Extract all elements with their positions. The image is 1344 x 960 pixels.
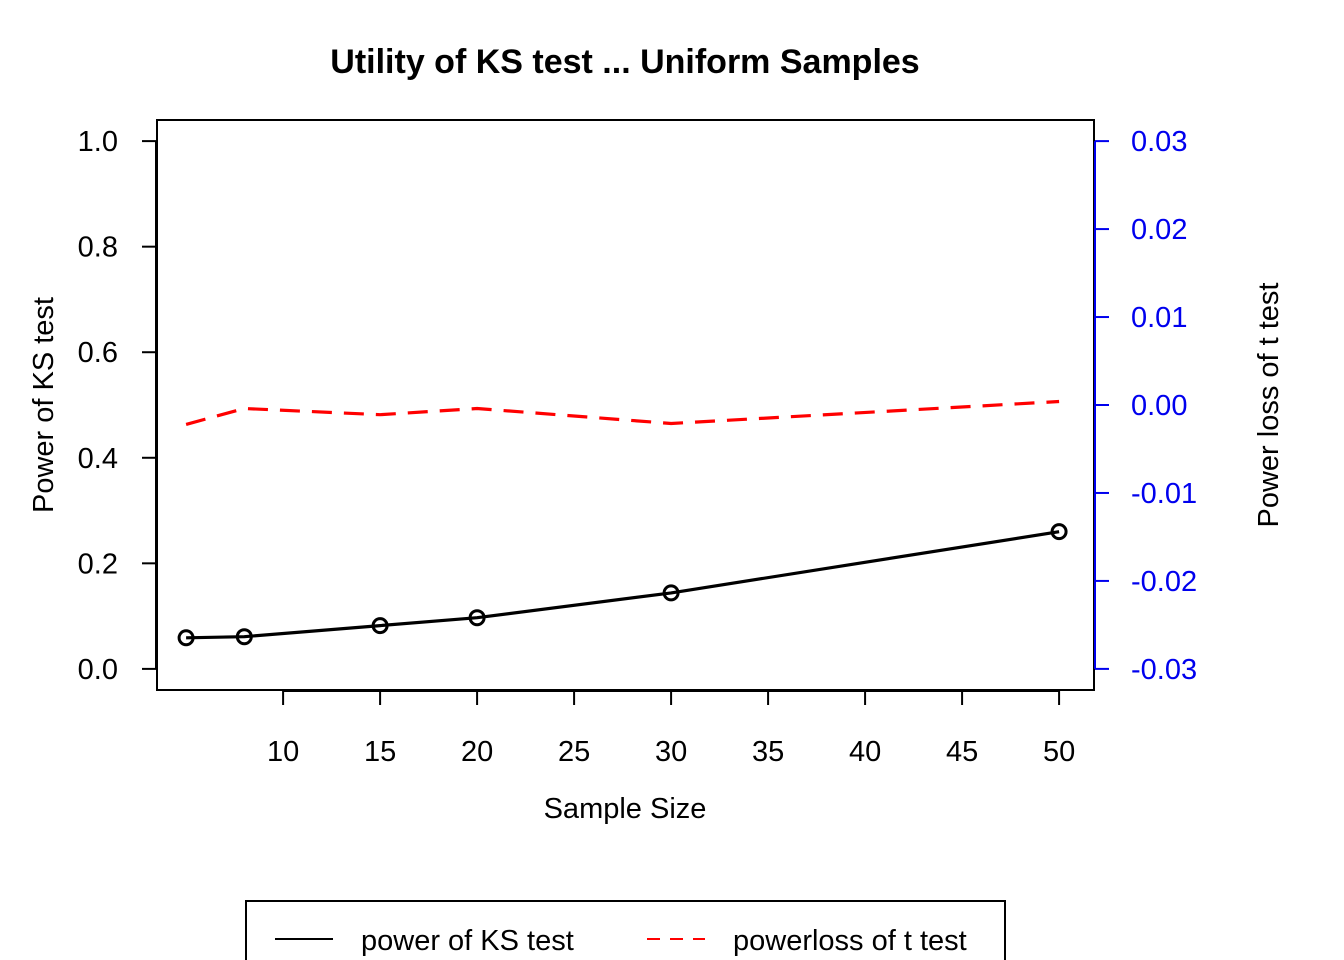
y2-tick-label: 0.00 (1131, 390, 1187, 422)
y2-tick-label: -0.02 (1131, 566, 1197, 598)
y-axis-label: Power of KS test (28, 297, 60, 513)
x-axis-label: Sample Size (544, 793, 707, 825)
y2-tick-label: 0.02 (1131, 214, 1187, 246)
y-axis-right: -0.03 -0.02 -0.01 0.00 0.01 0.02 0.03 (1094, 126, 1197, 686)
y2-tick-label: -0.03 (1131, 654, 1197, 686)
y-tick-label: 0.2 (78, 548, 118, 580)
legend: power of KS test powerloss of t test (245, 900, 1006, 960)
x-tick-label: 25 (558, 736, 590, 768)
legend-box (245, 900, 1006, 960)
x-tick-label: 50 (1043, 736, 1075, 768)
y-tick-label: 1.0 (78, 126, 118, 158)
data-point (468, 609, 486, 627)
series-line-1 (185, 399, 1060, 426)
y2-tick-label: 0.01 (1131, 302, 1187, 334)
legend-label-power-ks: power of KS test (361, 925, 574, 957)
chart-title: Utility of KS test ... Uniform Samples (330, 43, 919, 81)
x-tick-label: 45 (946, 736, 978, 768)
x-tick-label: 20 (461, 736, 493, 768)
data-point (177, 629, 195, 647)
y-tick-label: 0.4 (78, 443, 118, 475)
data-point (235, 628, 253, 646)
x-tick-label: 35 (752, 736, 784, 768)
legend-label-powerloss-t: powerloss of t test (733, 925, 967, 957)
series-line-0 (186, 530, 1060, 640)
y2-tick-label: 0.03 (1131, 126, 1187, 158)
y2-axis-label: Power loss of t test (1253, 283, 1285, 528)
x-tick-label: 15 (364, 736, 396, 768)
series-layer (177, 399, 1068, 647)
data-point (662, 584, 680, 602)
y-tick-label: 0.0 (78, 654, 118, 686)
y-tick-label: 0.6 (78, 337, 118, 369)
plot-frame (156, 119, 1095, 691)
x-tick-label: 40 (849, 736, 881, 768)
x-tick-label: 10 (267, 736, 299, 768)
x-tick-label: 30 (655, 736, 687, 768)
data-point (1050, 523, 1068, 541)
x-axis: 10 15 20 25 30 35 40 45 50 (267, 690, 1075, 768)
y-axis-left: 0.0 0.2 0.4 0.6 0.8 1.0 (78, 126, 157, 686)
y-tick-label: 0.8 (78, 232, 118, 264)
data-point (371, 617, 389, 635)
y2-tick-label: -0.01 (1131, 478, 1197, 510)
